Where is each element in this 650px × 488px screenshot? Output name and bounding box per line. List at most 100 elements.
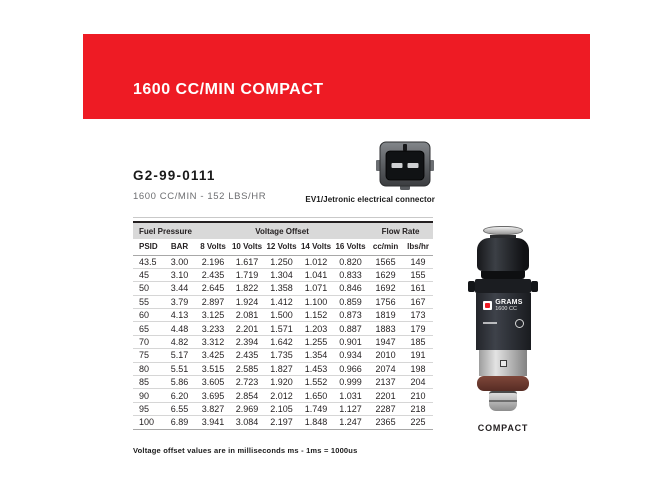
table-cell: 204 [403,375,434,389]
table-top-hairline [133,217,433,218]
group-header-voltage-offset: Voltage Offset [196,222,369,239]
ev1-connector-icon [376,141,434,190]
table-cell: 6.89 [163,415,197,430]
table-cell: 4.13 [163,308,197,322]
injector-badge-ring-icon [514,318,524,328]
page-title: 1600 CC/MIN COMPACT [133,81,324,98]
table-cell: 2.969 [230,401,265,416]
table-cell: 155 [403,267,434,282]
table-cell: 3.605 [196,375,231,389]
table-cell: 210 [403,388,434,403]
table-cell: 2137 [368,375,404,389]
table-cell: 3.233 [196,321,231,336]
table-cell: 1.127 [333,401,369,416]
flow-spec-subtitle: 1600 CC/MIN - 152 LBS/HR [133,191,267,202]
table-cell: 2287 [368,401,404,416]
table-cell: 3.084 [230,415,265,430]
table-cell: 0.999 [333,375,369,389]
table-cell: 3.00 [170,256,189,267]
table-cell: 100 [133,415,163,430]
table-cell: 1.255 [299,334,334,349]
table-cell: 1.650 [299,388,334,403]
table-cell: 2201 [368,388,404,403]
table-cell: 3.10 [163,267,197,282]
injector-markings [476,318,531,328]
table-cell: 1692 [368,281,404,296]
table-cell: 3.44 [163,281,197,296]
table-cell: 2.585 [230,361,265,376]
table-cell: 0.901 [333,334,369,349]
table-cell: 1.749 [299,401,334,416]
table-cell: 85 [133,375,163,389]
table-cell: 80 [133,361,163,376]
table-cell: 1.617 [235,256,259,267]
table-cell: 3.312 [196,334,231,349]
table-cell: 1.642 [264,334,300,349]
table-cell: 3.515 [196,361,231,376]
table-cell: 1.822 [230,281,265,296]
table-cell: 2.854 [230,388,265,403]
table-cell: 3.827 [196,401,231,416]
table-cell: 6.20 [163,388,197,403]
table-row: 100 6.89 3.941 3.084 2.197 1.848 1.247 2365 225 [133,415,434,430]
table-cell: 149 [410,256,426,267]
column-header-10v: 10 Volts [230,239,265,256]
table-cell: 2.201 [230,321,265,336]
table-cell: 65 [133,321,163,336]
injector-silver-band [479,350,527,376]
table-cell: 70 [133,334,163,349]
table-cell: 2.012 [264,388,300,403]
table-row: 60 4.13 3.125 2.081 1.500 1.152 0.873 1819 173 [133,308,434,322]
injector-clip-section [468,279,538,293]
table-cell: 90 [133,388,163,403]
table-row: 85 5.86 3.605 2.723 1.920 1.552 0.999 2137 204 [133,375,434,389]
group-header-flow-rate: Flow Rate [368,222,434,239]
table-row: 70 4.82 3.312 2.394 1.642 1.255 0.901 1947 185 [133,334,434,349]
table-cell: 5.86 [163,375,197,389]
column-header-psid: PSID [133,239,163,256]
table-row: 90 6.20 3.695 2.854 2.012 1.650 1.031 2201 210 [133,388,434,403]
column-header-lbshr: lbs/hr [403,239,434,256]
injector-collar [481,271,525,279]
table-cell: 1.735 [264,348,300,363]
table-cell: 2.645 [196,281,231,296]
table-cell: 185 [403,334,434,349]
column-header-8v: 8 Volts [196,239,231,256]
table-cell: 0.966 [333,361,369,376]
grams-logo-icon [483,301,493,311]
column-header-bar: BAR [163,239,197,256]
table-cell: 0.859 [333,294,369,309]
table-cell: 55 [133,294,163,309]
table-cell: 2.196 [201,256,225,267]
table-cell: 1.041 [299,267,334,282]
table-cell: 5.51 [163,361,197,376]
table-cell: 95 [133,401,163,416]
injector-model-text: 1600 CC [495,306,517,312]
table-row: 45 3.10 2.435 1.719 1.304 1.041 0.833 1629 155 [133,267,434,282]
table-cell: 2.105 [264,401,300,416]
spec-table-body: 43.5 3.00 2.196 1.617 1.250 1.012 0.820 1565 149… [133,255,434,430]
table-cell: 3.695 [196,388,231,403]
table-cell: 1.358 [264,281,300,296]
table-cell: 1.247 [333,415,369,430]
table-cell: 0.833 [333,267,369,282]
table-cell: 1756 [368,294,404,309]
table-cell: 1.304 [264,267,300,282]
injector-cap [477,238,529,271]
injector-body: GRAMS 1600 CC [475,293,531,350]
title-banner: 1600 CC/MIN COMPACT [83,34,590,119]
table-cell: 1.354 [299,348,334,363]
table-cell: 1.453 [299,361,334,376]
table-cell: 1.412 [264,294,300,309]
table-cell: 1.031 [333,388,369,403]
injector-stem [490,235,516,238]
injector-silver-mark [499,359,507,367]
injector-caption: COMPACT [477,423,529,433]
column-header-12v: 12 Volts [264,239,300,256]
table-cell: 225 [403,415,434,430]
connector-caption: EV1/Jetronic electrical connector [305,195,435,204]
table-cell: 1.552 [299,375,334,389]
table-cell: 2.435 [230,348,265,363]
injector-brand-text: GRAMS [495,299,523,306]
